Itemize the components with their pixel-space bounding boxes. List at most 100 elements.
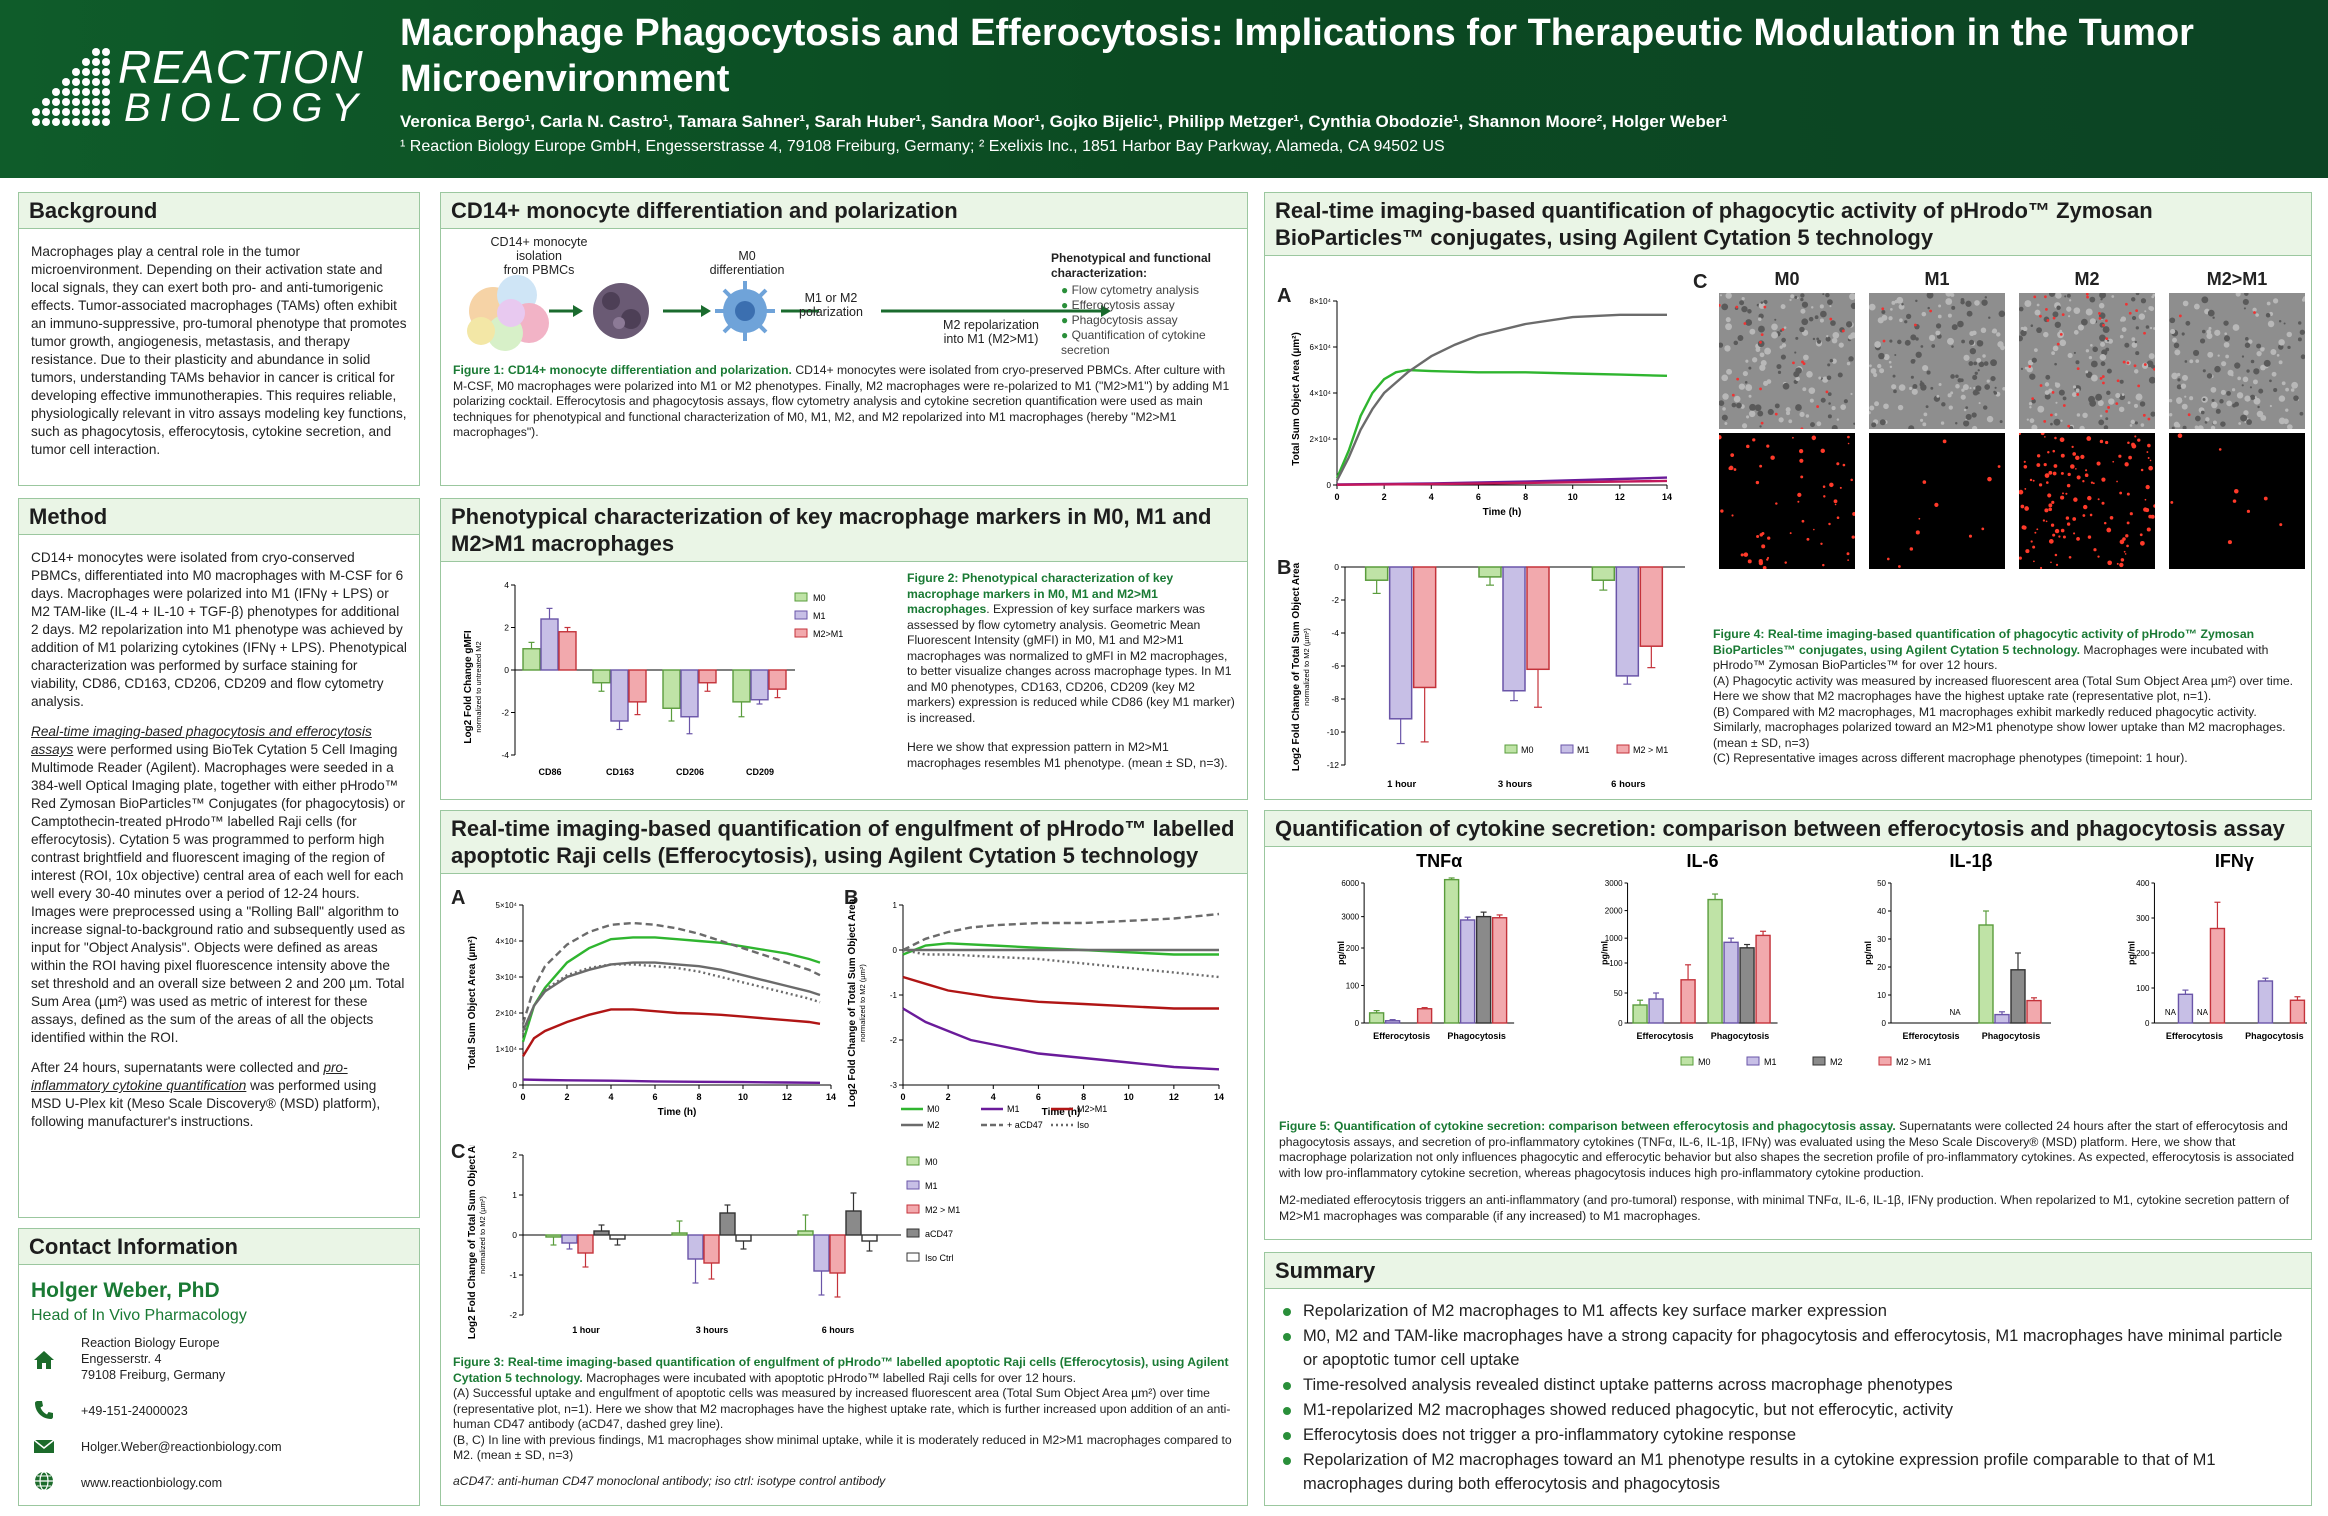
fl-spot	[2051, 500, 2055, 504]
x-tick-label: Efferocytosis	[1902, 1031, 1959, 1041]
cytokine-panel-2: IL-1β 0 10 20 30 40 50 pg/ml Efferocytosis NA Phag…	[1863, 853, 2051, 1041]
bf-cell	[2285, 408, 2289, 412]
figure4-caption: Figure 4: Real-time imaging-based quanti…	[1713, 627, 2294, 765]
bf-cell	[2293, 395, 2299, 401]
bf-cell	[2202, 398, 2206, 402]
bf-cell	[2215, 408, 2221, 414]
y-tick-label: 2×10⁴	[496, 1009, 518, 1018]
fl-spot	[2076, 475, 2081, 480]
fl-spot	[2119, 539, 2125, 545]
x-tick-label: 8	[1523, 492, 1528, 502]
bf-spot	[1735, 305, 1739, 309]
fl-spot	[2099, 439, 2104, 444]
fl-spot	[2042, 519, 2046, 522]
y-tick-label: 400	[2136, 879, 2150, 888]
legend-label: M1	[925, 1181, 938, 1191]
bf-cell	[1947, 393, 1952, 398]
fl-spot	[2033, 560, 2035, 563]
bf-cell	[1898, 384, 1906, 391]
bf-cell	[2221, 361, 2227, 367]
bf-cell	[2226, 400, 2233, 407]
contact-website[interactable]: www.reactionbiology.com	[81, 1476, 223, 1490]
bf-spot	[1825, 390, 1829, 394]
bf-cell	[1811, 306, 1814, 309]
bf-cell	[2257, 405, 2260, 409]
bf-cell	[1957, 320, 1964, 328]
bf-cell	[1748, 394, 1752, 398]
bf-cell	[1925, 405, 1929, 409]
bf-cell	[1923, 412, 1928, 417]
m0-macrophage-icon	[715, 281, 775, 341]
bf-cell	[2044, 390, 2050, 395]
fl-spot	[1981, 527, 1985, 531]
fl-spot	[1898, 565, 1901, 568]
bf-cell	[2303, 296, 2305, 301]
fl-spot	[2103, 521, 2107, 525]
bf-cell	[2172, 337, 2177, 343]
fl-spot	[2059, 437, 2065, 443]
bf-cell	[2207, 309, 2215, 317]
bf-cell	[2031, 424, 2038, 429]
bf-cell	[1837, 372, 1843, 378]
summary-item: Time-resolved analysis revealed distinct…	[1279, 1373, 2297, 1397]
bf-cell	[2223, 320, 2229, 326]
fl-spot	[1820, 448, 1825, 454]
contact-email[interactable]: Holger.Weber@reactionbiology.com	[81, 1440, 282, 1454]
bf-cell	[2256, 351, 2262, 357]
bf-cell	[2090, 360, 2098, 368]
bf-cell	[2124, 342, 2130, 348]
bf-cell	[1832, 331, 1840, 339]
contact-phone[interactable]: +49-151-24000023	[81, 1404, 188, 1418]
fl-spot	[2279, 523, 2283, 527]
bf-cell	[2255, 313, 2259, 317]
bf-cell	[2133, 403, 2139, 408]
bf-cell	[2246, 369, 2250, 373]
bf-cell	[2252, 379, 2258, 385]
bf-cell	[1749, 328, 1756, 335]
fl-spot	[2065, 492, 2068, 495]
bf-cell	[1816, 339, 1822, 344]
fl-spot	[2071, 445, 2074, 448]
x-tick-label: 12	[782, 1092, 792, 1102]
brightfield-image	[2169, 293, 2305, 429]
legend-label: M2	[1830, 1057, 1843, 1067]
bf-cell	[2034, 309, 2041, 316]
y-tick-label: 6×10⁴	[1310, 343, 1332, 352]
bf-cell	[1741, 297, 1745, 301]
fl-spot	[1746, 444, 1750, 449]
bf-cell	[2134, 369, 2139, 374]
bf-cell	[2211, 398, 2215, 402]
bf-cell	[2150, 411, 2155, 417]
fl-spot	[2076, 536, 2080, 541]
bf-cell	[1869, 405, 1875, 411]
x-tick-label: 0	[1334, 492, 1339, 502]
bf-cell	[2176, 384, 2182, 390]
fl-spot	[2048, 503, 2053, 508]
bf-cell	[1816, 337, 1820, 341]
bar	[750, 669, 769, 701]
fl-spot	[2019, 556, 2022, 560]
bf-cell	[2026, 418, 2029, 421]
fl-spot	[2068, 555, 2072, 559]
summary-item: Efferocytosis does not trigger a pro-inf…	[1279, 1423, 2297, 1447]
cytokine-heading: Quantification of cytokine secretion: co…	[1265, 811, 2311, 847]
y-tick-label: 3×10⁴	[496, 973, 518, 982]
bf-cell	[1888, 316, 1893, 321]
fl-spot	[1758, 558, 1763, 564]
fl-spot	[2093, 548, 2097, 552]
bf-cell	[2278, 395, 2286, 402]
bf-cell	[2031, 357, 2037, 363]
bf-cell	[1801, 318, 1809, 326]
y-tick-label: 0	[893, 946, 898, 955]
bf-cell	[1972, 389, 1979, 396]
bf-cell	[2024, 300, 2032, 308]
bf-cell	[1808, 316, 1814, 322]
y-axis-label: Total Sum Object Area (µm²)	[1291, 332, 1302, 466]
bf-cell	[1736, 402, 1742, 409]
y-tick-label: -2	[501, 708, 509, 718]
y-tick-label: 4×10⁴	[496, 937, 518, 946]
panel-a-label: A	[451, 887, 466, 909]
bar	[2257, 980, 2274, 1024]
bf-cell	[2135, 326, 2139, 330]
fl-spot	[1728, 465, 1734, 471]
